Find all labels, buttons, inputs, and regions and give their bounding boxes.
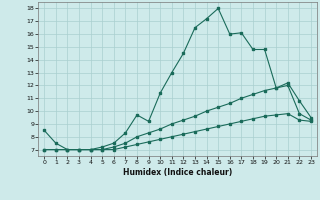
X-axis label: Humidex (Indice chaleur): Humidex (Indice chaleur) — [123, 168, 232, 177]
